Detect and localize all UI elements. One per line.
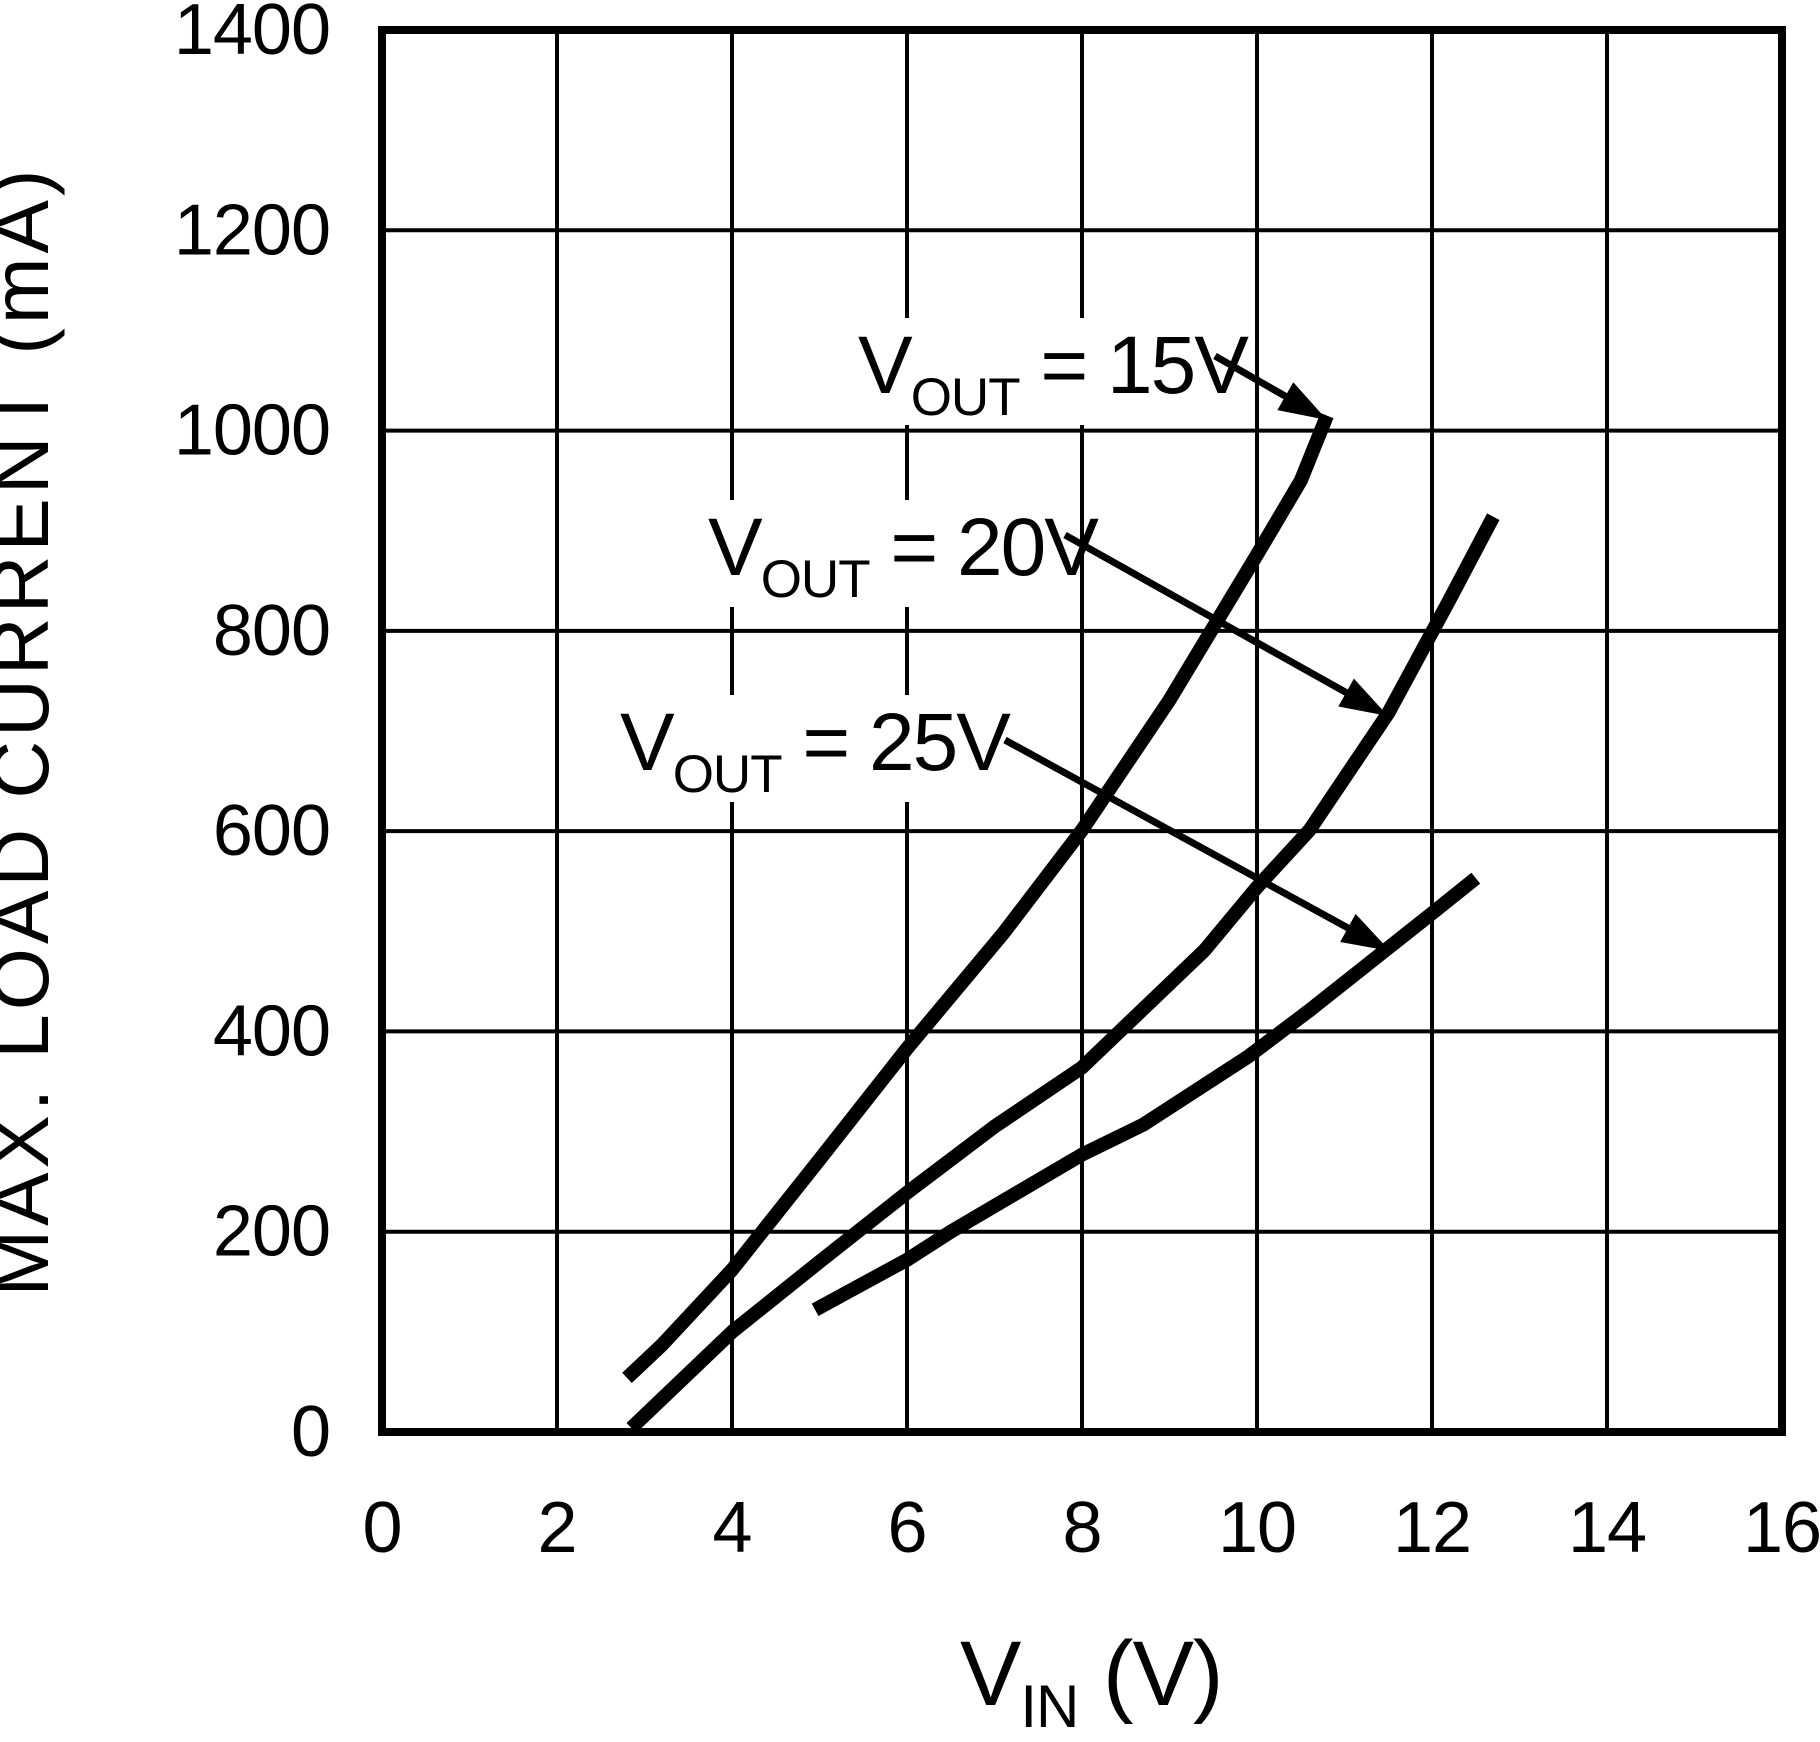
curve-label-vout-25v: VOUT = 25V — [620, 697, 1011, 804]
y-tick-label: 200 — [213, 1192, 330, 1272]
plot-border — [378, 26, 1786, 1436]
x-tick-label: 6 — [887, 1488, 926, 1568]
x-tick-label: 14 — [1568, 1488, 1646, 1568]
x-tick-label: 16 — [1743, 1488, 1820, 1568]
curve-vout-20v — [626, 513, 1500, 1434]
y-tick-label: 600 — [213, 791, 330, 871]
x-axis-tick-labels: 0 2 4 6 8 10 12 14 16 — [362, 1488, 1820, 1568]
label-mask — [696, 500, 1058, 607]
arrow-line-vout-15v — [1213, 352, 1293, 403]
y-tick-label: 0 — [291, 1392, 330, 1472]
curve-vout-25v — [811, 872, 1481, 1316]
label-arrows — [1003, 352, 1390, 951]
x-tick-label: 12 — [1393, 1488, 1471, 1568]
x-tick-label: 10 — [1218, 1488, 1296, 1568]
curve-label-vout-15v: VOUT = 15V — [858, 320, 1249, 427]
curve-label-vout-20v: VOUT = 20V — [708, 502, 1099, 609]
y-tick-label: 1000 — [174, 391, 330, 471]
x-axis-title: VIN (V) — [960, 1623, 1223, 1737]
y-tick-label: 800 — [213, 591, 330, 671]
arrow-head-vout-20v — [1338, 678, 1388, 716]
x-tick-label: 2 — [537, 1488, 576, 1568]
label-mask — [846, 318, 1208, 425]
y-tick-label: 400 — [213, 991, 330, 1071]
label-mask — [608, 695, 970, 802]
arrow-head-vout-25v — [1340, 913, 1390, 951]
arrow-line-vout-25v — [1003, 736, 1355, 934]
curve-labels: VOUT = 15V VOUT = 20V VOUT = 25V — [608, 318, 1251, 804]
curve-vout-15v — [622, 412, 1334, 1383]
y-axis-tick-labels: 0 200 400 600 800 1000 1200 1400 — [174, 0, 331, 1472]
arrow-line-vout-20v — [1063, 531, 1354, 699]
x-tick-label: 0 — [362, 1488, 401, 1568]
arrow-head-vout-15v — [1277, 382, 1327, 420]
x-tick-label: 8 — [1062, 1488, 1101, 1568]
curves — [622, 412, 1500, 1434]
y-axis-title: MAX. LOAD CURRENT (mA) — [0, 165, 65, 1296]
x-tick-label: 4 — [712, 1488, 751, 1568]
y-tick-label: 1200 — [174, 190, 330, 270]
y-tick-label: 1400 — [174, 0, 330, 70]
